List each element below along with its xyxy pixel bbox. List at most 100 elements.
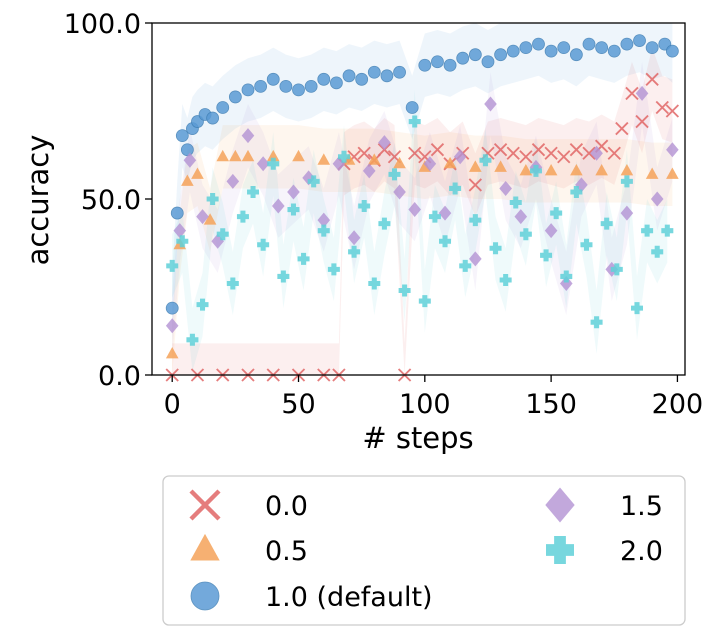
data-point-s4-37	[540, 249, 553, 262]
data-point-s0-25	[531, 143, 546, 157]
data-point-s0-10	[357, 146, 371, 160]
y-tick-label: 50.0	[81, 185, 141, 216]
data-point-s3-20	[453, 149, 467, 165]
data-point-s0-37	[665, 104, 680, 118]
data-point-s3-0	[165, 318, 179, 334]
data-point-s4-16	[327, 263, 340, 276]
data-point-s0-31	[607, 146, 621, 160]
data-point-s4-45	[620, 175, 633, 188]
data-point-s1-9	[292, 149, 305, 162]
data-point-s1-20	[570, 163, 583, 176]
data-point-s2-34	[544, 44, 558, 58]
variance-band-4	[172, 89, 668, 372]
data-point-s4-7	[236, 210, 249, 223]
data-point-s3-33	[650, 191, 664, 207]
data-point-s3-5	[226, 173, 240, 189]
data-point-s0-26	[544, 146, 558, 160]
data-point-s0-20	[468, 178, 482, 192]
data-point-s3-15	[378, 135, 391, 151]
data-point-s4-9	[257, 238, 270, 251]
data-point-s1-13	[393, 156, 406, 169]
data-point-s4-5	[216, 228, 229, 241]
variance-band-1	[172, 125, 673, 375]
data-point-s2-26	[443, 58, 457, 72]
data-point-s3-27	[559, 275, 573, 291]
legend-label-0: 0.0	[265, 491, 308, 522]
data-point-s3-31	[620, 205, 634, 221]
data-point-s2-41	[633, 34, 646, 47]
y-axis-ticks: 0.0 50.0 100.0	[64, 9, 152, 392]
data-point-s1-17	[494, 160, 507, 172]
data-point-s4-15	[317, 224, 330, 237]
x-tick-label: 50	[281, 389, 315, 420]
data-point-s4-35	[519, 228, 532, 241]
data-point-s3-2	[183, 152, 197, 168]
data-point-s4-28	[449, 182, 462, 195]
data-point-s4-14	[307, 175, 320, 188]
data-point-s4-3	[196, 298, 209, 311]
data-point-s1-10	[317, 153, 331, 165]
data-point-s2-19	[355, 72, 369, 86]
data-point-s2-31	[506, 44, 520, 58]
data-point-s2-38	[595, 41, 609, 55]
data-point-s2-39	[607, 44, 621, 58]
data-point-s1-22	[620, 163, 634, 176]
data-point-s4-38	[550, 207, 563, 220]
data-point-s0-15	[408, 146, 422, 160]
data-point-s0-24	[519, 150, 533, 164]
data-point-s4-47	[641, 224, 654, 237]
legend-label-1: 0.5	[265, 536, 308, 567]
data-point-s1-15	[443, 156, 457, 169]
data-point-s2-24	[418, 58, 432, 72]
data-point-s4-42	[590, 316, 603, 329]
data-point-s4-46	[631, 302, 644, 315]
data-point-s3-21	[469, 251, 482, 267]
data-point-s4-6	[226, 277, 239, 290]
data-point-s4-13	[297, 252, 310, 265]
data-point-s1-23	[645, 167, 659, 179]
data-point-s0-34	[635, 114, 649, 129]
data-point-s3-23	[499, 180, 512, 196]
data-point-s3-7	[256, 156, 270, 172]
data-point-s3-13	[347, 230, 361, 246]
data-point-s1-5	[216, 149, 230, 162]
data-point-s3-19	[438, 205, 452, 221]
data-point-s0-27	[557, 150, 571, 164]
data-point-s2-37	[582, 37, 596, 51]
data-point-s3-17	[408, 202, 422, 218]
data-point-s4-10	[267, 157, 280, 170]
x-tick-label: 150	[525, 389, 577, 420]
data-point-s1-19	[544, 163, 558, 176]
data-point-s3-18	[423, 156, 437, 172]
data-point-s2-21	[380, 69, 394, 83]
data-point-s3-8	[272, 198, 285, 214]
data-point-s1-12	[367, 153, 381, 165]
data-point-s4-19	[358, 200, 371, 213]
variance-band-3	[172, 61, 673, 358]
legend-marker-4	[546, 536, 574, 564]
data-point-s2-17	[330, 76, 343, 90]
data-point-s4-0	[166, 259, 179, 272]
data-point-s3-24	[514, 209, 528, 225]
data-point-s2-10	[241, 83, 255, 97]
data-point-s0-23	[506, 146, 520, 160]
data-point-s3-22	[484, 96, 497, 112]
data-point-s2-1	[170, 206, 184, 220]
data-point-s2-16	[317, 72, 331, 86]
data-point-s2-35	[557, 41, 571, 55]
data-point-s3-4	[211, 233, 224, 249]
data-point-s0-28	[569, 143, 584, 157]
data-point-s2-42	[645, 41, 659, 55]
data-point-s3-6	[241, 128, 255, 144]
data-point-s4-34	[509, 196, 522, 209]
data-point-s2-27	[456, 51, 470, 65]
data-point-s2-32	[519, 41, 533, 55]
data-point-s2-36	[569, 48, 583, 62]
data-point-s4-36	[529, 164, 542, 177]
data-point-s1-8	[266, 149, 280, 162]
data-point-s1-3	[191, 167, 204, 179]
data-point-s4-48	[651, 245, 664, 258]
data-point-s1-0	[165, 346, 179, 359]
data-point-s1-2	[181, 174, 194, 186]
